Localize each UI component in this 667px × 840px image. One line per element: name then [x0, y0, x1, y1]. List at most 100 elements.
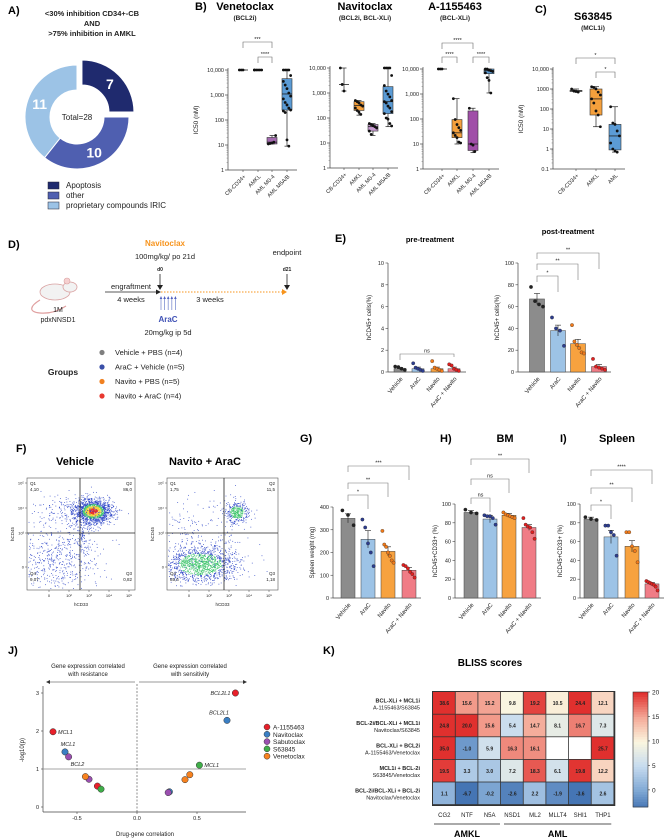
event-dot	[104, 509, 106, 511]
event-dot	[224, 569, 225, 571]
event-dot	[96, 504, 98, 506]
event-dot	[89, 515, 91, 517]
event-dot	[59, 562, 60, 564]
event-dot	[37, 570, 38, 572]
event-dot	[84, 510, 86, 511]
event-dot	[55, 522, 57, 524]
event-dot	[213, 559, 215, 560]
event-dot	[82, 513, 84, 515]
event-dot	[181, 554, 182, 556]
event-dot	[181, 546, 183, 548]
event-dot	[181, 541, 183, 543]
event-dot	[200, 572, 202, 574]
event-dot	[173, 558, 175, 560]
event-dot	[94, 504, 96, 506]
event-dot	[214, 560, 216, 562]
event-dot	[205, 564, 207, 566]
event-dot	[38, 587, 40, 588]
event-dot	[108, 524, 110, 526]
event-dot	[84, 505, 86, 507]
event-dot	[237, 519, 239, 521]
event-dot	[79, 516, 80, 518]
event-dot	[173, 567, 175, 569]
event-dot	[213, 566, 215, 567]
event-dot	[232, 506, 234, 508]
event-dot	[216, 505, 218, 506]
event-dot	[60, 547, 61, 549]
event-dot	[83, 551, 85, 553]
event-dot	[175, 576, 177, 578]
event-dot	[211, 544, 212, 546]
event-dot	[175, 571, 177, 573]
event-dot	[182, 561, 183, 563]
significance-label: *	[594, 53, 597, 59]
event-dot	[173, 563, 175, 565]
event-dot	[197, 552, 199, 553]
event-dot	[50, 559, 52, 561]
event-dot	[59, 569, 61, 571]
event-dot	[53, 560, 54, 562]
event-dot	[198, 555, 200, 557]
slice-value: 7	[106, 76, 114, 92]
data-point	[272, 140, 276, 144]
event-dot	[217, 566, 219, 568]
event-dot	[168, 564, 170, 566]
data-point	[382, 84, 386, 87]
event-dot	[94, 510, 96, 511]
event-dot	[202, 548, 204, 550]
event-dot	[231, 515, 233, 517]
data-point	[576, 90, 580, 94]
event-dot	[196, 569, 198, 571]
event-dot	[77, 507, 79, 509]
event-dot	[49, 575, 51, 577]
event-dot	[91, 498, 92, 500]
event-dot	[103, 517, 104, 519]
event-dot	[109, 505, 111, 507]
event-dot	[222, 511, 224, 513]
event-dot	[239, 519, 240, 521]
data-point	[533, 299, 537, 303]
event-dot	[70, 509, 72, 511]
event-dot	[96, 518, 98, 520]
event-dot	[205, 552, 206, 554]
x-tick-label: 0.0	[133, 816, 141, 822]
x-category-label: AraC	[481, 602, 495, 617]
event-dot	[181, 572, 183, 574]
event-dot	[83, 518, 85, 520]
event-dot	[55, 519, 56, 521]
event-dot	[243, 511, 245, 513]
event-dot	[210, 566, 212, 567]
event-dot	[233, 515, 235, 517]
event-dot	[66, 563, 68, 565]
event-dot	[235, 508, 237, 510]
event-dot	[95, 520, 97, 522]
chart-title: post-treatment	[542, 227, 595, 236]
event-dot	[235, 498, 237, 500]
event-dot	[201, 568, 203, 570]
event-dot	[107, 510, 109, 512]
event-dot	[90, 508, 92, 509]
event-dot	[84, 561, 86, 563]
event-dot	[184, 577, 186, 579]
event-dot	[205, 578, 207, 579]
event-dot	[74, 540, 76, 542]
event-dot	[73, 502, 75, 504]
event-dot	[81, 507, 83, 508]
data-point	[49, 728, 57, 736]
event-dot	[225, 575, 227, 577]
event-dot	[208, 555, 209, 557]
event-dot	[87, 522, 89, 524]
event-dot	[33, 526, 35, 528]
event-dot	[234, 577, 235, 579]
event-dot	[81, 581, 82, 583]
event-dot	[75, 554, 77, 556]
event-dot	[53, 513, 54, 514]
event-dot	[107, 511, 109, 513]
event-dot	[67, 544, 69, 546]
event-dot	[78, 511, 80, 513]
event-dot	[96, 507, 98, 509]
event-dot	[195, 570, 197, 572]
event-dot	[207, 561, 209, 563]
event-dot	[64, 518, 66, 520]
